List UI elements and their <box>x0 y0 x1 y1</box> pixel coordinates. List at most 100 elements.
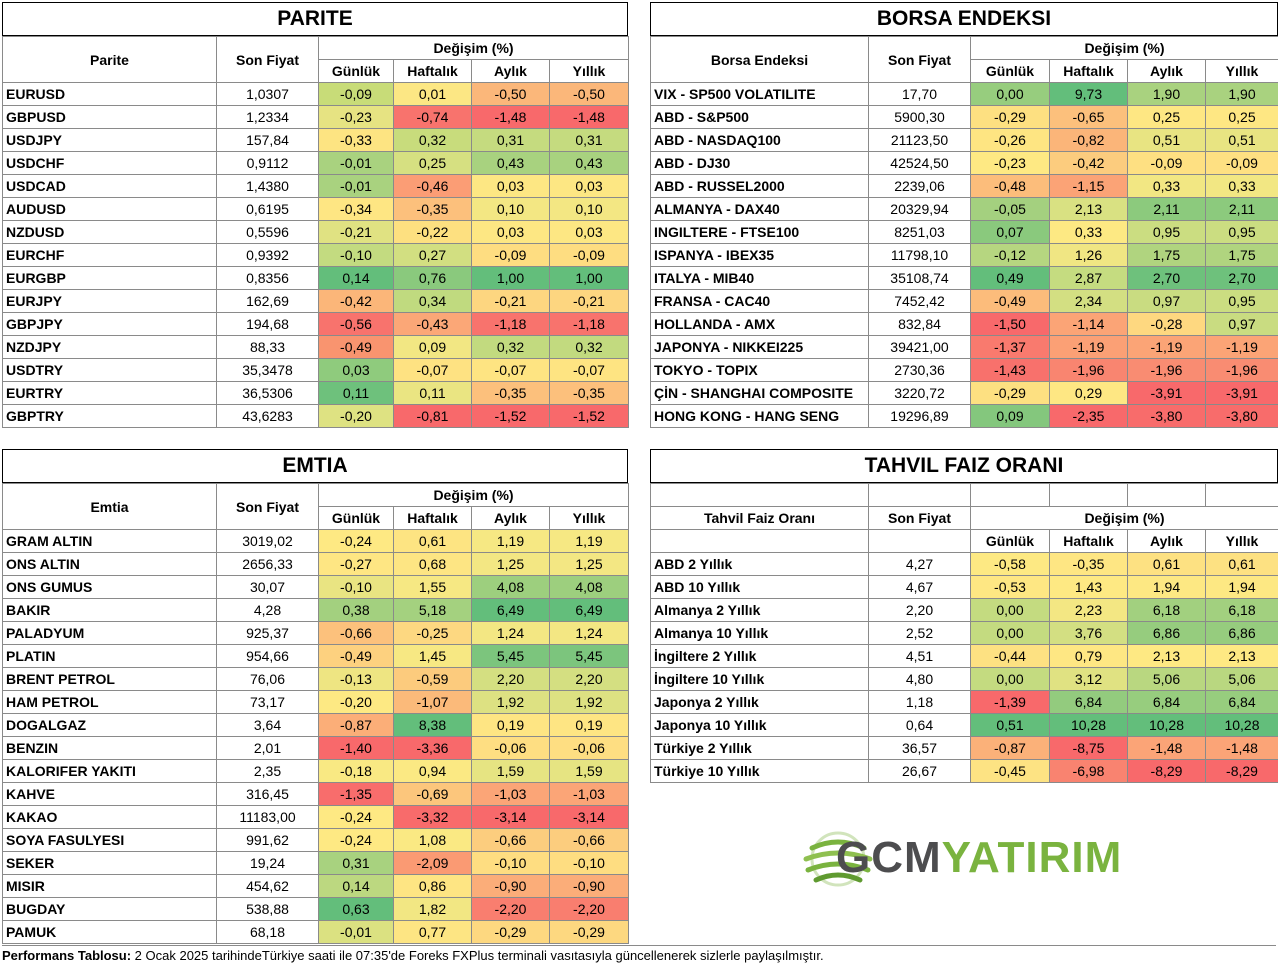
row-change-cell: 0,94 <box>393 759 472 783</box>
row-name: EURGBP <box>2 266 217 290</box>
row-name: ABD - DJ30 <box>650 151 869 175</box>
row-change-cell: 0,11 <box>393 381 472 405</box>
row-price: 17,70 <box>868 82 971 106</box>
row-change-cell: -1,39 <box>970 690 1050 714</box>
row-change-cell: -0,07 <box>549 358 629 382</box>
row-price: 2730,36 <box>868 358 971 382</box>
row-change-cell: 0,14 <box>318 874 394 898</box>
footer-text: 2 Ocak 2025 tarihindeTürkiye saati ile 0… <box>131 948 824 963</box>
row-change-cell: 0,51 <box>1205 128 1278 152</box>
emtia-panel: EMTIA Emtia Son Fiyat Değişim (%) Günlük Haf… <box>2 449 629 945</box>
row-change-cell: 1,24 <box>549 621 629 645</box>
row-change-cell: 1,00 <box>471 266 550 290</box>
col-header-price: Son Fiyat <box>868 506 971 530</box>
row-name: USDJPY <box>2 128 217 152</box>
row-change-cell: 1,24 <box>471 621 550 645</box>
row-change-cell: 6,86 <box>1127 621 1206 645</box>
table-row: ONS ALTIN 2656,33 -0,27 0,68 1,25 1,25 <box>2 552 629 576</box>
row-price: 925,37 <box>216 621 319 645</box>
row-change-cell: 0,29 <box>1049 381 1128 405</box>
row-name: KAKAO <box>2 805 217 829</box>
row-change-cell: -0,09 <box>549 243 629 267</box>
row-change-cell: 0,33 <box>1205 174 1278 198</box>
row-change-cell: -3,36 <box>393 736 472 760</box>
row-change-cell: 2,11 <box>1205 197 1278 221</box>
row-name: USDCHF <box>2 151 217 175</box>
row-change-cell: 2,34 <box>1049 289 1128 313</box>
period-header-row: Günlük Haftalık Aylık Yıllık <box>3 59 629 83</box>
row-change-cell: 0,95 <box>1127 220 1206 244</box>
row-change-cell: -0,35 <box>549 381 629 405</box>
table-row: JAPONYA - NIKKEI225 39421,00 -1,37 -1,19 -1,… <box>650 335 1278 359</box>
row-name: FRANSA - CAC40 <box>650 289 869 313</box>
row-change-cell: 0,43 <box>471 151 550 175</box>
row-change-cell: -0,65 <box>1049 105 1128 129</box>
row-price: 1,4380 <box>216 174 319 198</box>
row-change-cell: -0,25 <box>393 621 472 645</box>
row-change-cell: 0,68 <box>393 552 472 576</box>
row-change-cell: -1,15 <box>1049 174 1128 198</box>
row-change-cell: 0,09 <box>970 404 1050 428</box>
row-change-cell: 0,31 <box>471 128 550 152</box>
row-change-cell: 1,00 <box>549 266 629 290</box>
row-change-cell: 3,76 <box>1049 621 1128 645</box>
row-change-cell: 6,49 <box>471 598 550 622</box>
row-change-cell: -0,66 <box>318 621 394 645</box>
row-name: HAM PETROL <box>2 690 217 714</box>
row-change-cell: 0,95 <box>1205 220 1278 244</box>
row-name: ABD - S&P500 <box>650 105 869 129</box>
row-name: Japonya 10 Yıllık <box>650 713 869 737</box>
row-change-cell: 6,18 <box>1127 598 1206 622</box>
col-header-change: Değişim (%) <box>318 36 629 60</box>
row-change-cell: -1,19 <box>1049 335 1128 359</box>
row-name: SEKER <box>2 851 217 875</box>
row-change-cell: 1,25 <box>471 552 550 576</box>
row-change-cell: 0,00 <box>970 667 1050 691</box>
row-name: PAMUK <box>2 920 217 944</box>
row-change-cell: -0,24 <box>318 828 394 852</box>
row-change-cell: 0,27 <box>393 243 472 267</box>
row-name: TOKYO - TOPIX <box>650 358 869 382</box>
row-price: 1,2334 <box>216 105 319 129</box>
row-change-cell: 10,28 <box>1049 713 1128 737</box>
col-header-name: Emtia <box>2 483 217 530</box>
row-name: Türkiye 10 Yıllık <box>650 759 869 783</box>
row-change-cell: 1,92 <box>471 690 550 714</box>
borsa-table: Borsa Endeksi Son Fiyat Değişim (%) Günlük H… <box>650 36 1278 428</box>
row-change-cell: 0,03 <box>318 358 394 382</box>
row-change-cell: -3,80 <box>1205 404 1278 428</box>
row-change-cell: -0,07 <box>393 358 472 382</box>
table-row: GRAM ALTIN 3019,02 -0,24 0,61 1,19 1,19 <box>2 529 629 553</box>
row-change-cell: 0,31 <box>318 851 394 875</box>
row-price: 954,66 <box>216 644 319 668</box>
table-row: HOLLANDA - AMX 832,84 -1,50 -1,14 -0,28 0,97 <box>650 312 1278 336</box>
table-row: ALMANYA - DAX40 20329,94 -0,05 2,13 2,11 2,11 <box>650 197 1278 221</box>
table-row: İngiltere 2 Yıllık 4,51 -0,44 0,79 2,13 2,13 <box>650 644 1278 668</box>
row-change-cell: 6,49 <box>549 598 629 622</box>
col-header-period: Aylık <box>471 59 550 83</box>
row-change-cell: -0,33 <box>318 128 394 152</box>
row-change-cell: -1,03 <box>471 782 550 806</box>
row-change-cell: -0,10 <box>549 851 629 875</box>
row-change-cell: 1,08 <box>393 828 472 852</box>
row-change-cell: -0,58 <box>970 552 1050 576</box>
row-price: 3,64 <box>216 713 319 737</box>
row-change-cell: 6,84 <box>1049 690 1128 714</box>
row-change-cell: -1,48 <box>471 105 550 129</box>
col-header-period: Haftalık <box>393 506 472 530</box>
row-change-cell: 9,73 <box>1049 82 1128 106</box>
row-change-cell: 2,11 <box>1127 197 1206 221</box>
row-name: ALMANYA - DAX40 <box>650 197 869 221</box>
row-name: GBPTRY <box>2 404 217 428</box>
row-change-cell: -1,35 <box>318 782 394 806</box>
row-change-cell: -0,46 <box>393 174 472 198</box>
row-change-cell: -2,20 <box>471 897 550 921</box>
row-change-cell: 0,14 <box>318 266 394 290</box>
row-change-cell: -0,42 <box>318 289 394 313</box>
col-header-period: Aylık <box>1127 59 1206 83</box>
row-price: 20329,94 <box>868 197 971 221</box>
row-name: HONG KONG - HANG SENG <box>650 404 869 428</box>
row-change-cell: 0,03 <box>471 220 550 244</box>
row-change-cell: 0,00 <box>970 598 1050 622</box>
row-change-cell: 0,25 <box>1127 105 1206 129</box>
